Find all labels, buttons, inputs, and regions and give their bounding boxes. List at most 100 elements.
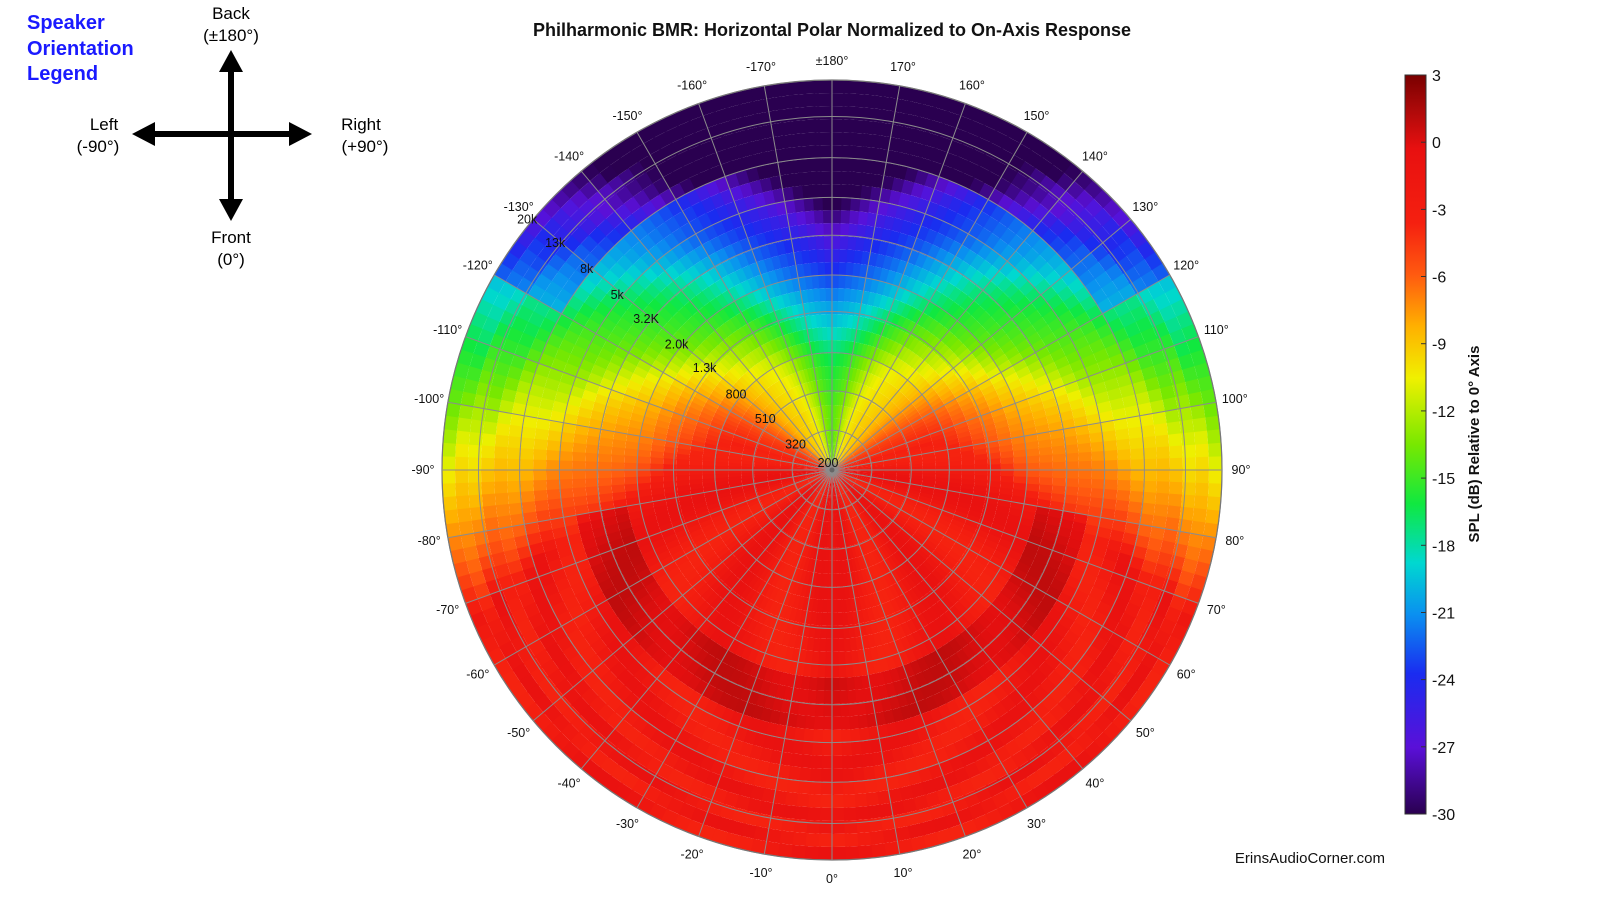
heatmap-cell bbox=[670, 571, 686, 586]
heatmap-cell bbox=[909, 372, 923, 386]
heatmap-cell bbox=[637, 456, 651, 465]
heatmap-cell bbox=[708, 297, 723, 313]
heatmap-cell bbox=[713, 517, 728, 528]
heatmap-cell bbox=[599, 437, 614, 449]
heatmap-cell bbox=[800, 184, 813, 199]
heatmap-cell bbox=[876, 590, 887, 605]
heatmap-cell bbox=[940, 420, 955, 430]
heatmap-cell bbox=[853, 426, 863, 439]
heatmap-cell bbox=[778, 499, 791, 509]
heatmap-cell bbox=[862, 146, 878, 161]
heatmap-cell bbox=[913, 550, 927, 564]
heatmap-cell bbox=[838, 534, 844, 548]
heatmap-cell bbox=[952, 386, 968, 399]
heatmap-cell bbox=[646, 228, 664, 246]
heatmap-cell bbox=[1130, 457, 1144, 470]
heatmap-cell bbox=[884, 339, 895, 354]
heatmap-cell bbox=[793, 433, 804, 445]
polar-plot: 0° 10°20°30°40°50°60°70°80°90°100°110°120… bbox=[411, 54, 1250, 886]
heatmap-cell bbox=[676, 448, 691, 456]
heatmap-cell bbox=[709, 510, 724, 520]
heatmap-cell bbox=[844, 262, 854, 277]
heatmap-cell bbox=[914, 530, 928, 542]
heatmap-cell bbox=[756, 124, 774, 140]
heatmap-cell bbox=[678, 619, 694, 636]
heatmap-cell bbox=[1194, 493, 1209, 510]
heatmap-cell bbox=[982, 565, 998, 579]
heatmap-cell bbox=[730, 441, 745, 449]
heatmap-cell bbox=[1018, 344, 1035, 360]
heatmap-cell bbox=[861, 511, 871, 524]
heatmap-cell bbox=[731, 329, 745, 345]
heatmap-cell bbox=[520, 490, 535, 505]
heatmap-cell bbox=[903, 523, 917, 534]
heatmap-cell bbox=[781, 408, 792, 421]
heatmap-cell bbox=[826, 340, 832, 354]
heatmap-cell bbox=[833, 444, 836, 458]
heatmap-cell bbox=[873, 147, 889, 163]
heatmap-cell bbox=[733, 297, 747, 313]
heatmap-cell bbox=[784, 485, 798, 494]
heatmap-cell bbox=[986, 602, 1003, 618]
heatmap-cell bbox=[866, 507, 878, 519]
heatmap-cell bbox=[844, 406, 850, 420]
chart-title: Philharmonic BMR: Horizontal Polar Norma… bbox=[533, 20, 1131, 40]
heatmap-cell bbox=[785, 506, 797, 517]
heatmap-cell bbox=[878, 513, 891, 525]
heatmap-cell bbox=[983, 389, 999, 402]
heatmap-cell bbox=[804, 425, 813, 438]
heatmap-cell bbox=[1014, 338, 1031, 353]
heatmap-cell bbox=[948, 464, 962, 470]
heatmap-cell bbox=[907, 588, 920, 603]
heatmap-cell bbox=[533, 490, 548, 504]
heatmap-cell bbox=[697, 416, 712, 427]
heatmap-cell bbox=[621, 360, 637, 375]
heatmap-cell bbox=[863, 491, 876, 501]
heatmap-cell bbox=[871, 564, 881, 579]
heatmap-cell bbox=[661, 322, 678, 338]
heatmap-cell bbox=[818, 288, 827, 302]
heatmap-cell bbox=[928, 425, 942, 435]
heatmap-cell bbox=[950, 382, 965, 395]
heatmap-cell bbox=[1045, 368, 1061, 383]
heatmap-cell bbox=[883, 476, 897, 482]
heatmap-cell bbox=[939, 347, 954, 362]
heatmap-cell bbox=[1039, 453, 1053, 463]
heatmap-cell bbox=[793, 460, 807, 465]
heatmap-cell bbox=[880, 529, 891, 542]
heatmap-cell bbox=[897, 838, 916, 855]
heatmap-cell bbox=[686, 280, 703, 297]
heatmap-cell bbox=[669, 355, 685, 370]
heatmap-cell bbox=[702, 465, 716, 471]
heatmap-cell bbox=[1033, 277, 1052, 295]
heatmap-cell bbox=[923, 414, 938, 425]
heatmap-cell bbox=[773, 398, 784, 411]
heatmap-cell bbox=[952, 618, 967, 634]
heatmap-cell bbox=[1000, 560, 1017, 574]
heatmap-cell bbox=[468, 457, 482, 473]
heatmap-cell bbox=[1006, 598, 1023, 615]
heatmap-cell bbox=[759, 375, 771, 389]
heatmap-cell bbox=[832, 716, 843, 730]
heatmap-cell bbox=[772, 441, 786, 450]
heatmap-cell bbox=[991, 237, 1009, 255]
heatmap-cell bbox=[455, 495, 471, 512]
heatmap-cell bbox=[863, 594, 873, 609]
heatmap-cell bbox=[916, 500, 930, 509]
heatmap-cell bbox=[1207, 440, 1222, 457]
heatmap-cell bbox=[788, 420, 799, 432]
heatmap-cell bbox=[1006, 249, 1024, 268]
heatmap-cell bbox=[704, 494, 719, 503]
heatmap-cell bbox=[1062, 292, 1080, 311]
heatmap-cell bbox=[602, 586, 619, 602]
heatmap-cell bbox=[905, 291, 918, 307]
heatmap-cell bbox=[858, 432, 870, 443]
heatmap-cell bbox=[713, 385, 727, 398]
heatmap-cell bbox=[766, 355, 778, 369]
heatmap-cell bbox=[722, 354, 737, 368]
heatmap-cell bbox=[719, 528, 734, 540]
heatmap-cell bbox=[969, 389, 984, 402]
heatmap-cell bbox=[1078, 477, 1092, 489]
heatmap-cell bbox=[805, 409, 813, 423]
heatmap-cell bbox=[851, 409, 859, 423]
